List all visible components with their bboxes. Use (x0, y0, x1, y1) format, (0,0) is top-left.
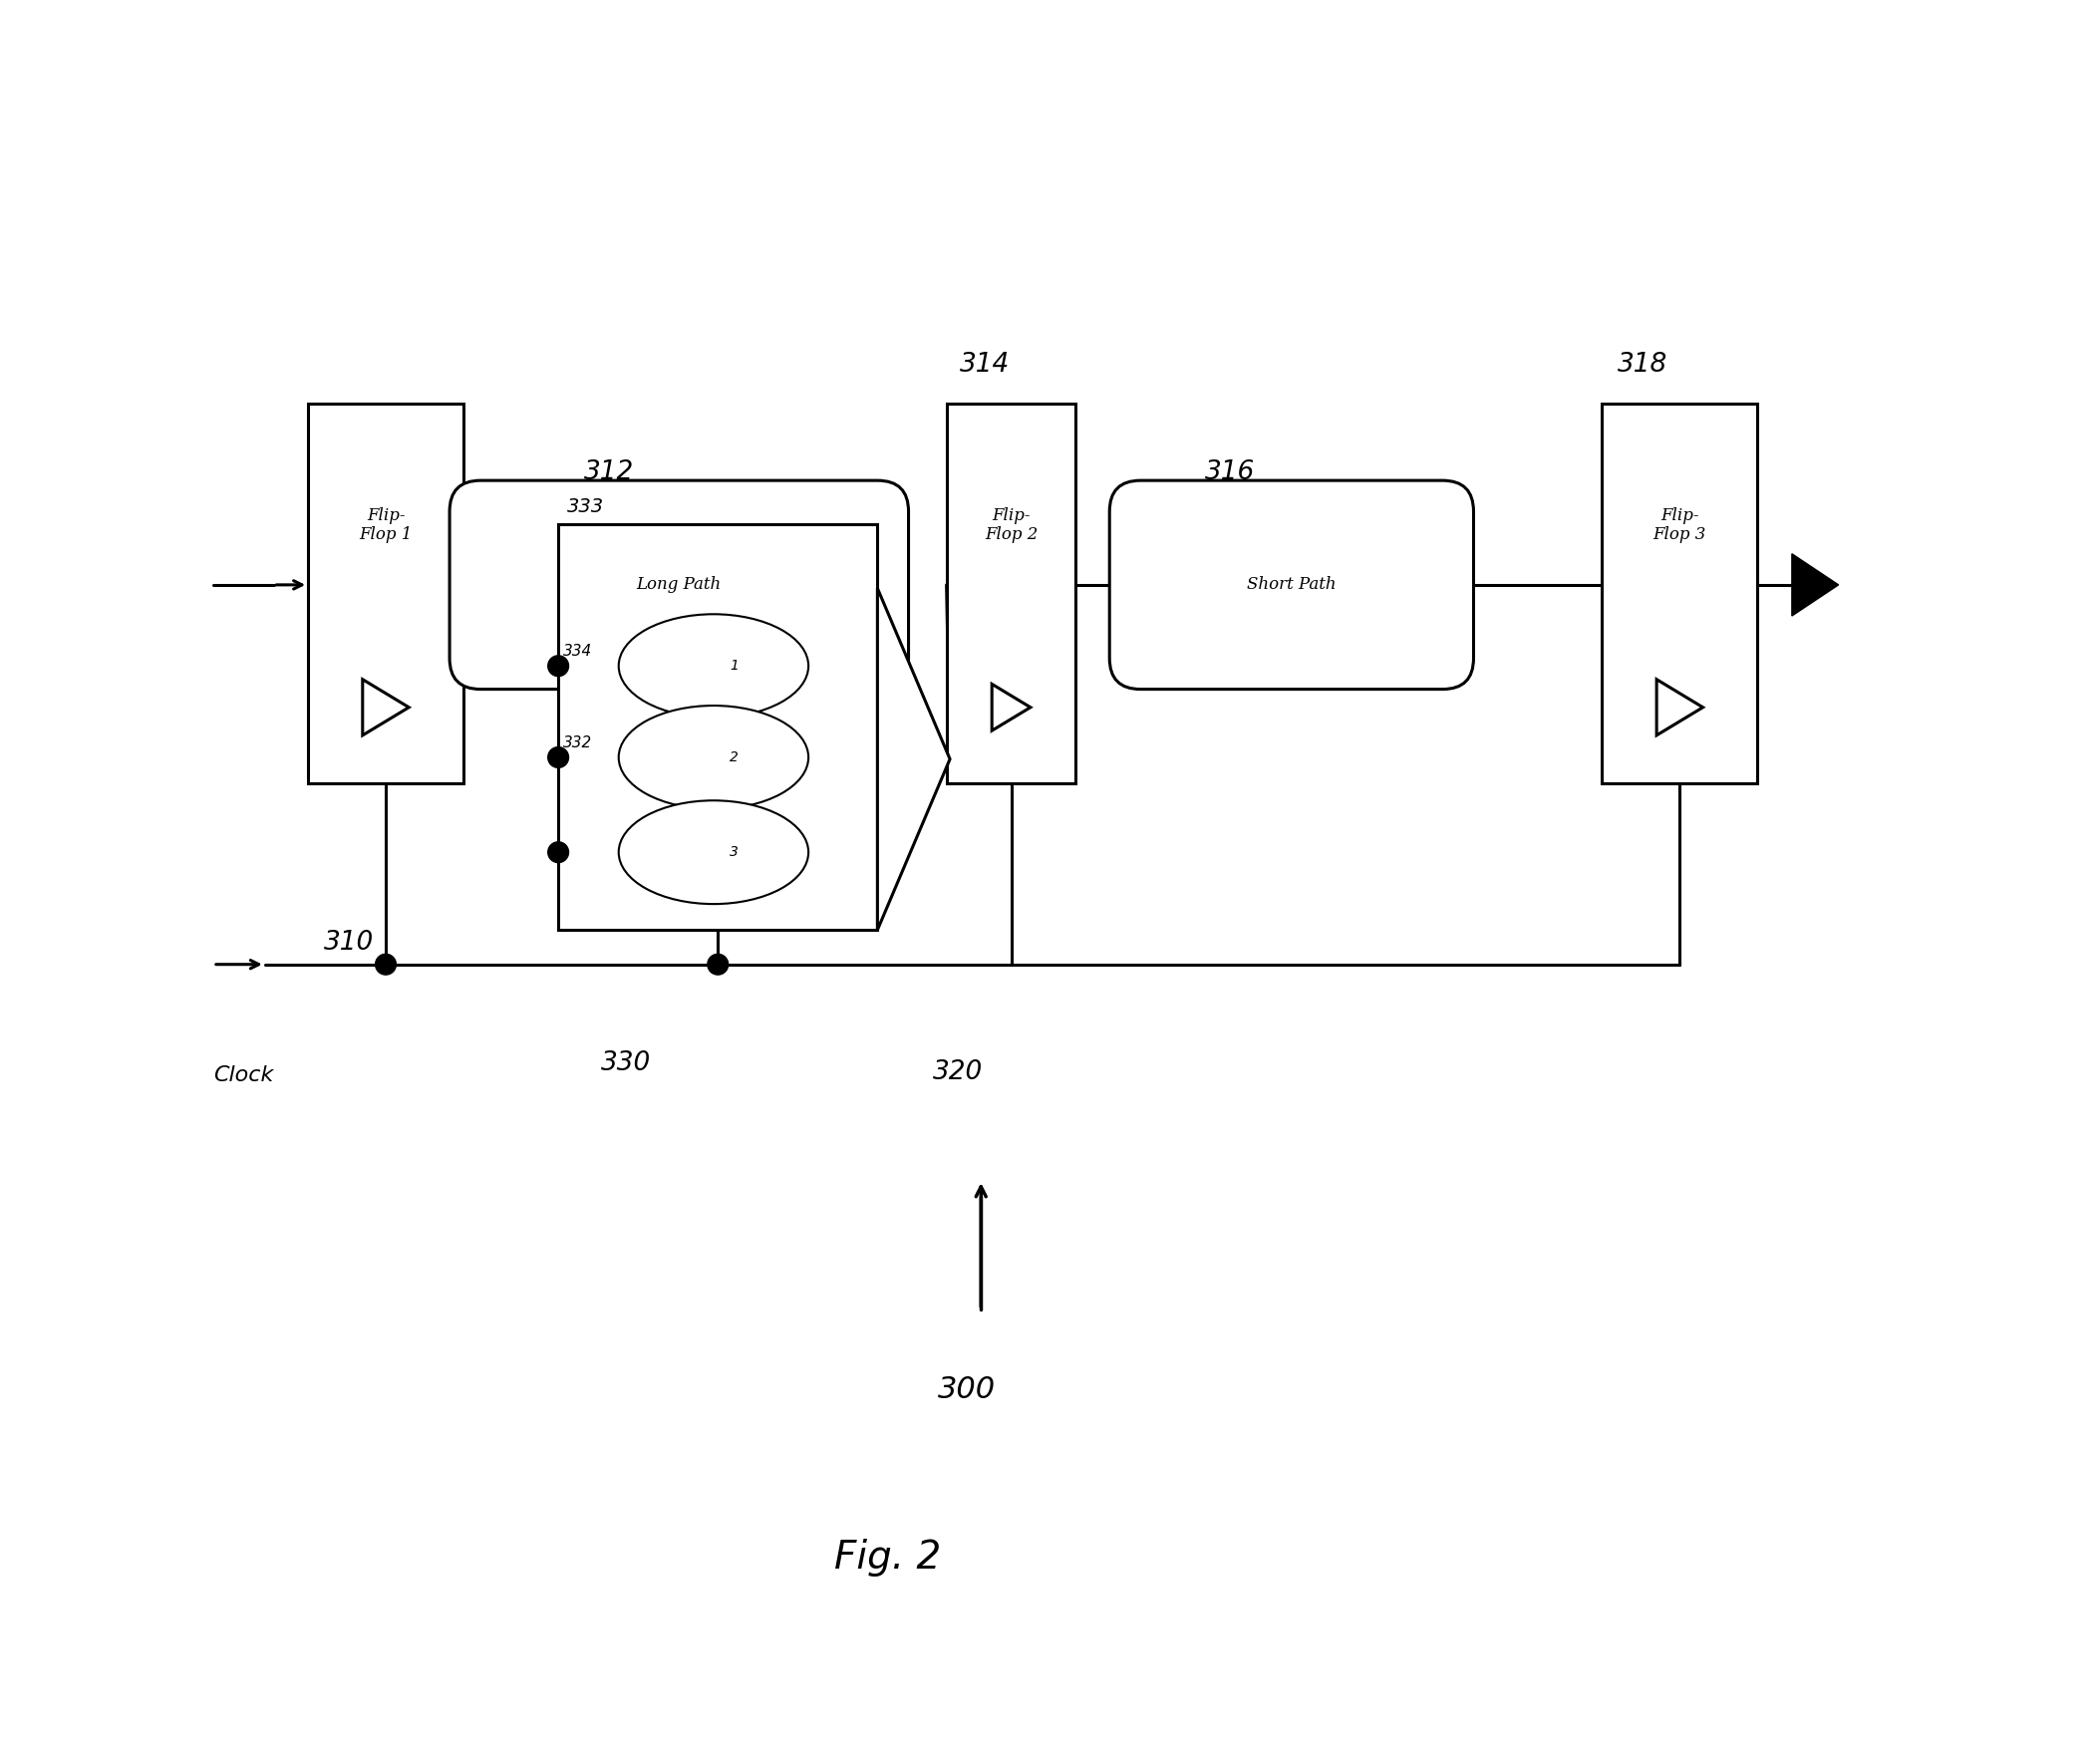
Text: Clock: Clock (214, 1066, 273, 1085)
Circle shape (376, 955, 397, 976)
Polygon shape (1657, 680, 1703, 736)
Text: 300: 300 (939, 1376, 995, 1405)
Circle shape (708, 955, 729, 976)
Text: 333: 333 (567, 497, 605, 516)
Text: Flip-
Flop 3: Flip- Flop 3 (1653, 508, 1707, 543)
Text: 2: 2 (731, 751, 739, 765)
Ellipse shape (619, 614, 808, 718)
Text: Long Path: Long Path (636, 576, 722, 593)
FancyBboxPatch shape (1109, 480, 1474, 689)
Bar (309, 403, 464, 783)
FancyBboxPatch shape (449, 480, 909, 689)
Text: 1: 1 (731, 659, 739, 673)
Text: 310: 310 (323, 930, 374, 956)
Text: 314: 314 (960, 351, 1010, 377)
Ellipse shape (619, 800, 808, 904)
Polygon shape (878, 588, 949, 930)
Polygon shape (991, 683, 1031, 730)
Polygon shape (363, 680, 410, 736)
Text: 330: 330 (601, 1050, 651, 1076)
Text: Flip-
Flop 2: Flip- Flop 2 (985, 508, 1037, 543)
Text: 3: 3 (731, 845, 739, 859)
Bar (559, 525, 878, 930)
Text: Short Path: Short Path (1247, 576, 1336, 593)
Text: Flip-
Flop 1: Flip- Flop 1 (359, 508, 412, 543)
Circle shape (548, 748, 569, 767)
Text: 312: 312 (584, 459, 634, 485)
Text: 320: 320 (932, 1059, 983, 1085)
Circle shape (548, 656, 569, 676)
Text: 316: 316 (1205, 459, 1256, 485)
Ellipse shape (619, 706, 808, 809)
Text: 318: 318 (1617, 351, 1667, 377)
Bar (947, 403, 1075, 783)
Bar (1602, 403, 1758, 783)
Text: 334: 334 (563, 643, 592, 659)
Text: 332: 332 (563, 736, 592, 751)
Text: Fig. 2: Fig. 2 (834, 1539, 941, 1577)
Circle shape (548, 842, 569, 863)
Polygon shape (1791, 553, 1838, 616)
